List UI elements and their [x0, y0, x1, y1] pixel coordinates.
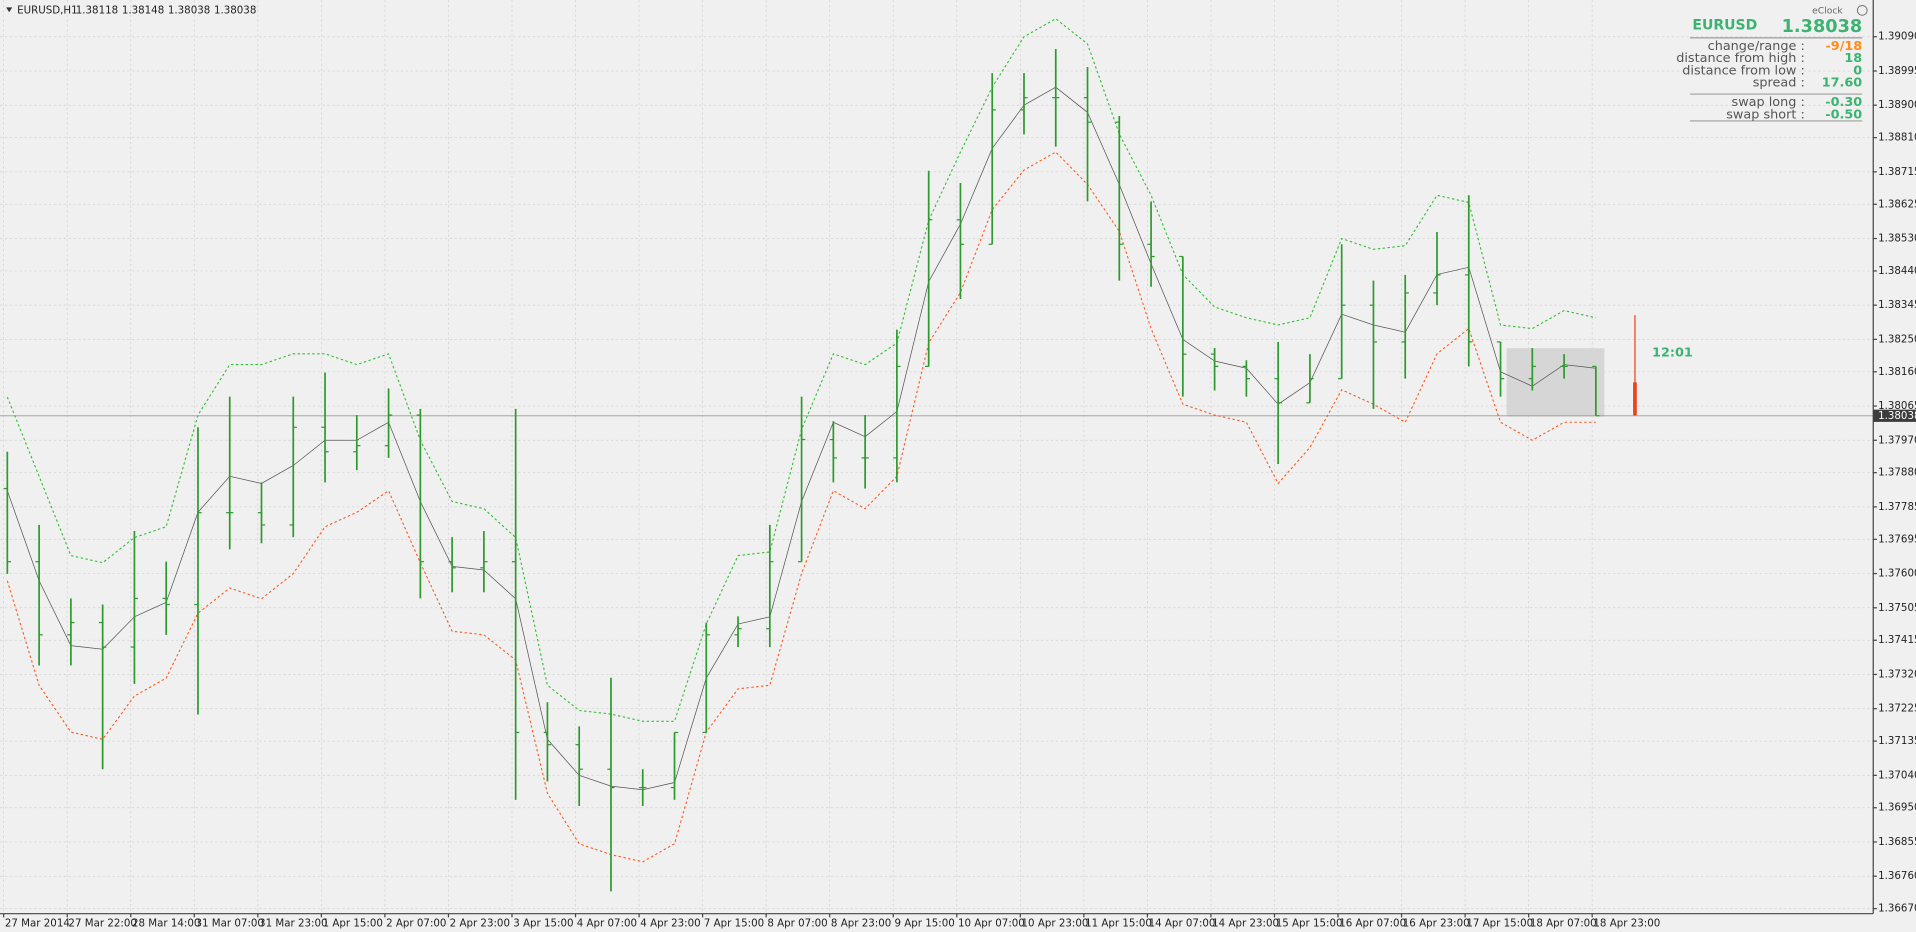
y-tick-label: 1.38440 [1878, 265, 1916, 277]
y-tick-label: 1.38900 [1878, 99, 1916, 111]
brand: eClock [1812, 5, 1843, 16]
x-tick-label: 17 Apr 15:00 [1466, 917, 1533, 929]
x-tick-label: 18 Apr 23:00 [1593, 917, 1660, 929]
header-value: 1.38038 [168, 4, 210, 16]
panel-value: -0.50 [1825, 107, 1862, 122]
axes: 1.39090 1.38995 1.38900 1.38810 1.38715 1.386… [3, 31, 1916, 929]
y-tick-label: 1.38345 [1878, 299, 1916, 311]
close-button[interactable] [1856, 5, 1868, 16]
x-tick-label: 31 Mar 23:00 [259, 917, 327, 929]
x-tick-label: 27 Mar 2014 [5, 917, 70, 929]
panel-value: -0.30 [1825, 95, 1862, 110]
x-tick-label: 18 Apr 07:00 [1530, 917, 1597, 929]
x-tick-label: 16 Apr 23:00 [1403, 917, 1470, 929]
y-tick-label: 1.38715 [1878, 166, 1916, 178]
header: EURUSD,H1 1.38118 1.38148 1.38038 1.38038 [6, 4, 256, 16]
timer: 12:01 [1652, 346, 1693, 361]
panel-value: -9/18 [1825, 39, 1862, 54]
x-tick-label: 8 Apr 07:00 [767, 917, 827, 929]
x-tick-label: 1 Apr 15:00 [323, 917, 383, 929]
y-tick-label: 1.37970 [1878, 434, 1916, 446]
y-tick-label: 1.37320 [1878, 668, 1916, 680]
header-value: 1.38148 [122, 4, 164, 16]
current-price-label: 1.38038 [1878, 410, 1916, 422]
y-tick-label: 1.37785 [1878, 501, 1916, 513]
y-tick-label: 1.37695 [1878, 533, 1916, 545]
x-tick-label: 16 Apr 07:00 [1339, 917, 1406, 929]
band-line [6, 18, 1596, 722]
y-tick-label: 1.38995 [1878, 65, 1916, 77]
x-tick-label: 8 Apr 23:00 [831, 917, 891, 929]
y-tick-label: 1.36760 [1878, 870, 1916, 882]
header-value: 1.38038 [214, 4, 256, 16]
panel-value: 17.60 [1822, 76, 1863, 91]
panel-label: distance from low : [1682, 63, 1805, 78]
x-tick-label: 7 Apr 15:00 [704, 917, 764, 929]
range-box [1506, 348, 1605, 417]
panel-label: spread : [1753, 76, 1805, 91]
y-tick-label: 1.37225 [1878, 703, 1916, 715]
y-tick-label: 1.37040 [1878, 769, 1916, 781]
y-tick-label: 1.38160 [1878, 366, 1916, 378]
x-tick-label: 3 Apr 15:00 [513, 917, 573, 929]
x-tick-label: 31 Mar 07:00 [196, 917, 264, 929]
header-ohlc: 1.38118 1.38148 1.38038 1.38038 [76, 4, 257, 16]
grid [0, 0, 1874, 914]
x-tick-label: 14 Apr 07:00 [1149, 917, 1216, 929]
panel-label: swap long : [1732, 95, 1805, 110]
panel-symbol: EURUSD [1692, 18, 1757, 34]
y-tick-label: 1.38530 [1878, 233, 1916, 245]
x-tick-label: 27 Mar 22:00 [68, 917, 136, 929]
panel-price: 1.38038 [1782, 17, 1863, 37]
x-tick-label: 15 Apr 15:00 [1276, 917, 1343, 929]
y-tick-label: 1.37135 [1878, 735, 1916, 747]
x-tick-label: 9 Apr 15:00 [894, 917, 954, 929]
y-tick-label: 1.36950 [1878, 802, 1916, 814]
y-tick-label: 1.38625 [1878, 198, 1916, 210]
panel-value: 0 [1853, 63, 1862, 78]
panel-label: swap short : [1726, 107, 1805, 122]
x-tick-label: 4 Apr 07:00 [577, 917, 637, 929]
y-tick-label: 1.39090 [1878, 31, 1916, 43]
clock-bar-body [1633, 382, 1637, 416]
info-panel: eClock EURUSD 1.38038 change/range : -9/1… [1676, 5, 1868, 122]
panel-label: change/range : [1708, 39, 1805, 54]
current-price-tag [1873, 409, 1916, 422]
y-tick-label: 1.38250 [1878, 333, 1916, 345]
y-tick-label: 1.37415 [1878, 634, 1916, 646]
x-tick-label: 11 Apr 15:00 [1085, 917, 1152, 929]
x-tick-label: 10 Apr 23:00 [1022, 917, 1089, 929]
panel-label: distance from high : [1676, 51, 1805, 66]
y-tick-label: 1.36855 [1878, 836, 1916, 848]
x-tick-label: 14 Apr 23:00 [1212, 917, 1279, 929]
x-tick-label: 10 Apr 07:00 [958, 917, 1025, 929]
y-tick-label: 1.38810 [1878, 132, 1916, 144]
panel-value: 18 [1844, 51, 1862, 66]
x-tick-label: 4 Apr 23:00 [640, 917, 700, 929]
plot [0, 18, 1874, 892]
menu-arrow[interactable] [6, 7, 13, 13]
header-value: 1.38118 [76, 4, 118, 16]
y-tick-label: 1.37600 [1878, 568, 1916, 580]
y-tick-label: 1.36670 [1878, 903, 1916, 915]
x-tick-label: 2 Apr 23:00 [450, 917, 510, 929]
x-tick-label: 28 Mar 14:00 [132, 917, 200, 929]
symbol: EURUSD,H1 [17, 4, 78, 16]
x-tick-label: 2 Apr 07:00 [386, 917, 446, 929]
y-tick-label: 1.38065 [1878, 400, 1916, 412]
y-tick-label: 1.37505 [1878, 602, 1916, 614]
y-tick-label: 1.37880 [1878, 467, 1916, 479]
